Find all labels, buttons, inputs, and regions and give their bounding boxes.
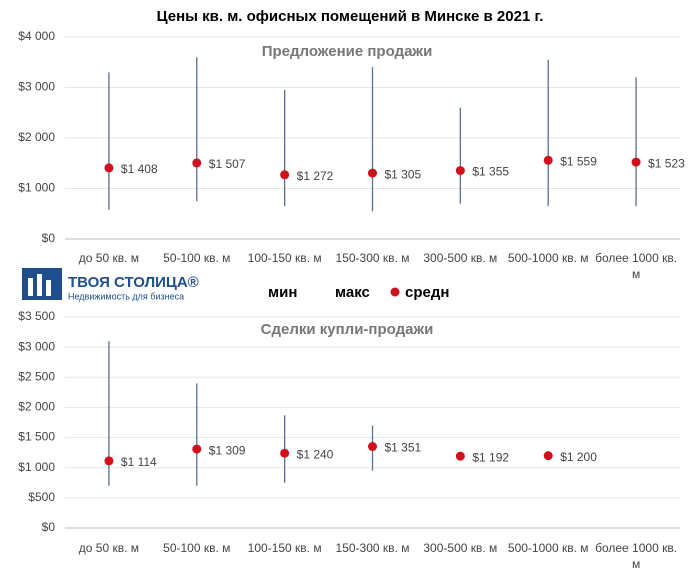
legend-label: мин — [268, 284, 297, 301]
y-tick-label: $2 000 — [18, 400, 55, 414]
y-tick-label: $1 000 — [18, 181, 55, 195]
x-tick-label: 150-300 кв. м — [335, 541, 410, 555]
logo-name: ТВОЯ СТОЛИЦА® — [68, 274, 199, 291]
average-marker — [455, 166, 465, 176]
x-tick-label: 50-100 кв. м — [163, 541, 231, 555]
value-label: $1 272 — [297, 169, 334, 183]
y-tick-label: $2 500 — [18, 369, 55, 383]
logo-tagline: Недвижимость для бизнеса — [68, 291, 184, 301]
value-label: $1 309 — [209, 443, 246, 457]
x-tick-label: 500-1000 кв. м — [507, 541, 589, 555]
y-tick-label: $0 — [42, 520, 56, 534]
page-title: Цены кв. м. офисных помещений в Минске в… — [157, 8, 544, 25]
value-label: $1 559 — [560, 154, 597, 168]
legend-label: средн — [405, 284, 449, 301]
value-label: $1 355 — [472, 165, 509, 179]
value-label: $1 523 — [648, 156, 685, 170]
average-marker — [455, 451, 465, 461]
x-tick-label: более 1000 кв. м — [595, 251, 678, 281]
x-tick-label: до 50 кв. м — [78, 541, 140, 555]
value-label: $1 240 — [297, 447, 334, 461]
y-tick-label: $2 000 — [18, 130, 55, 144]
x-tick-label: 500-1000 кв. м — [507, 251, 589, 265]
average-marker — [104, 456, 114, 466]
average-marker — [543, 155, 553, 165]
y-tick-label: $3 000 — [18, 339, 55, 353]
chart-title: Предложение продажи — [262, 43, 433, 60]
value-label: $1 507 — [209, 157, 246, 171]
value-label: $1 305 — [385, 167, 422, 181]
value-label: $1 408 — [121, 162, 158, 176]
average-marker — [192, 444, 202, 454]
value-label: $1 200 — [560, 450, 597, 464]
y-tick-label: $3 500 — [18, 309, 55, 323]
average-marker — [368, 442, 377, 452]
y-tick-label: $500 — [28, 490, 55, 504]
legend-marker — [390, 287, 400, 297]
x-tick-label: 100-150 кв. м — [247, 541, 322, 555]
y-tick-label: $3 000 — [18, 80, 55, 94]
y-tick-label: $1 500 — [18, 430, 55, 444]
average-marker — [280, 170, 290, 180]
logo: ТВОЯ СТОЛИЦА® Недвижимость для бизнеса — [22, 268, 199, 301]
average-marker — [368, 168, 377, 178]
x-tick-label: 300-500 кв. м — [423, 251, 498, 265]
logo-icon — [46, 280, 51, 296]
x-tick-label: более 1000 кв. м — [595, 541, 678, 571]
value-label: $1 351 — [385, 441, 422, 455]
value-label: $1 192 — [472, 450, 509, 464]
chart-title: Сделки купли-продажи — [261, 321, 434, 338]
x-tick-label: 50-100 кв. м — [163, 251, 231, 265]
average-marker — [631, 157, 641, 167]
y-tick-label: $0 — [42, 231, 56, 245]
average-marker — [543, 451, 553, 461]
logo-icon — [37, 274, 42, 296]
value-label: $1 114 — [121, 455, 157, 469]
average-marker — [104, 163, 114, 173]
legend-label: макс — [335, 284, 370, 301]
x-tick-label: 100-150 кв. м — [247, 251, 322, 265]
x-tick-label: 150-300 кв. м — [335, 251, 410, 265]
x-tick-label: 300-500 кв. м — [423, 541, 498, 555]
x-tick-label: до 50 кв. м — [78, 251, 140, 265]
logo-icon — [28, 278, 33, 296]
y-tick-label: $4 000 — [18, 29, 55, 43]
average-marker — [280, 448, 290, 458]
average-marker — [192, 158, 202, 168]
y-tick-label: $1 000 — [18, 460, 55, 474]
